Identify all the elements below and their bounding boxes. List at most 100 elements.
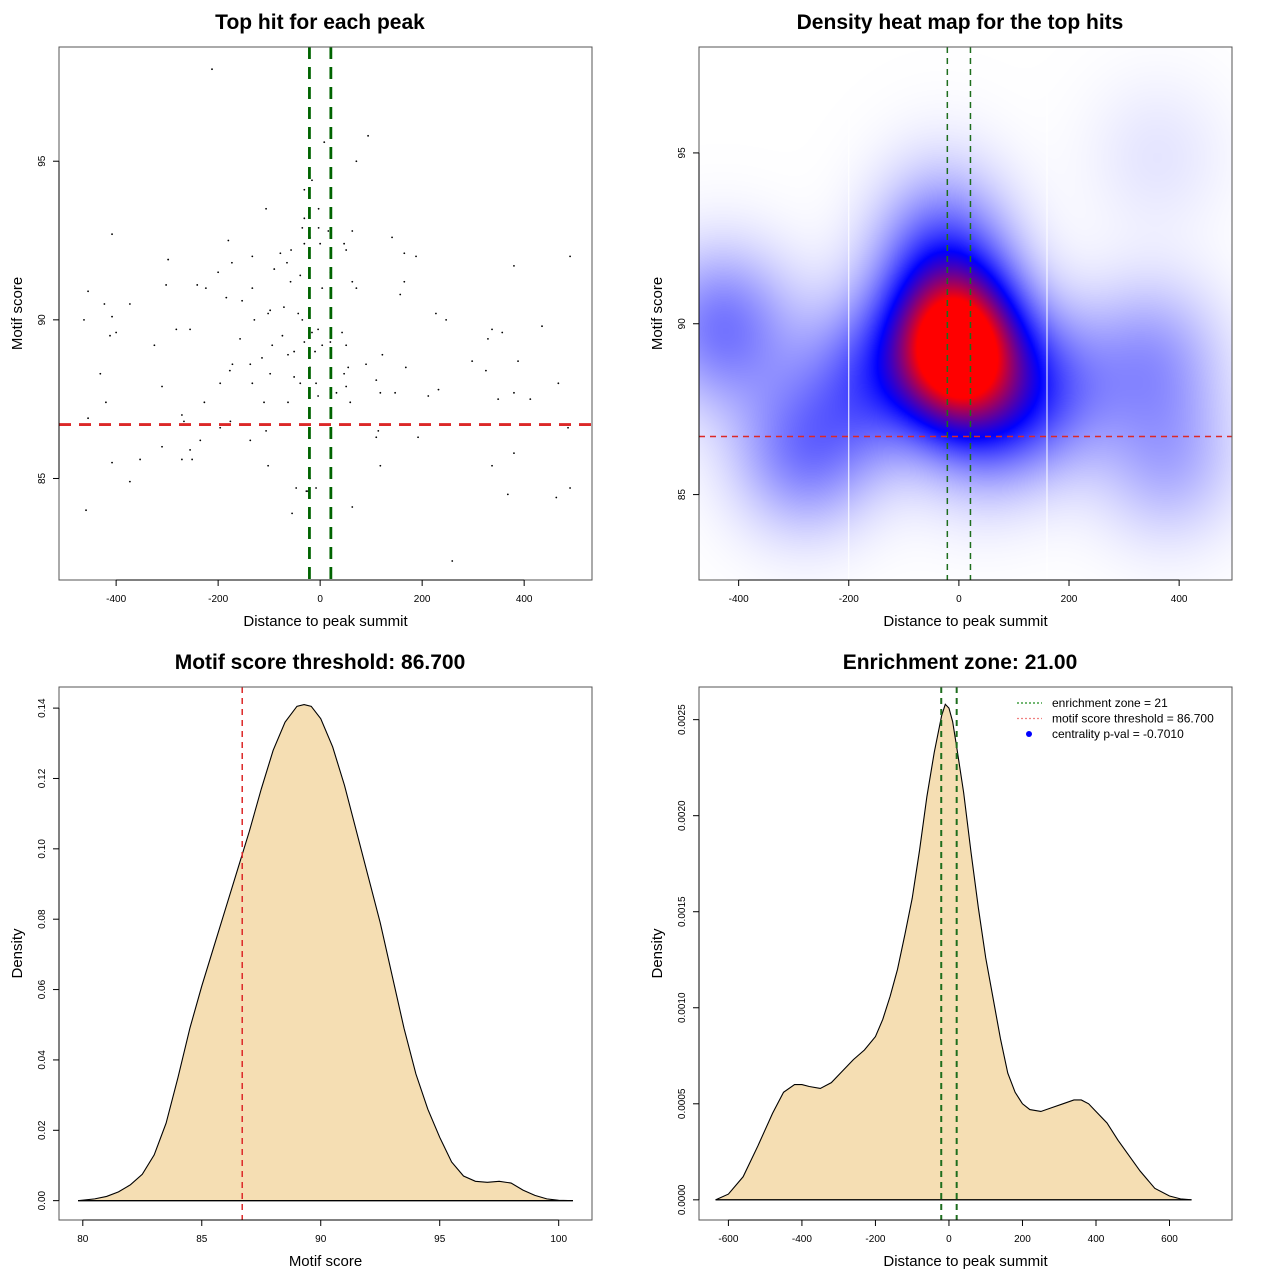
data-point — [399, 293, 402, 296]
chart-title: Top hit for each peak — [215, 11, 425, 34]
data-point — [111, 461, 113, 464]
data-point — [85, 509, 87, 512]
data-point — [204, 287, 207, 290]
data-point — [199, 439, 202, 442]
data-point — [391, 236, 393, 239]
plot-frame — [58, 46, 593, 581]
data-point — [335, 391, 338, 394]
data-point — [367, 134, 369, 137]
y-tick-label: 0.14 — [37, 698, 48, 718]
data-point — [351, 230, 354, 232]
y-tick-label: 0.02 — [37, 1120, 48, 1140]
data-point — [181, 458, 183, 461]
heatmap-canvas — [699, 47, 1232, 580]
data-point — [497, 398, 500, 401]
data-point — [317, 207, 320, 210]
chart-title: Motif score threshold: 86.700 — [174, 651, 466, 674]
heatmap-panel: Density heat map for the top hits -400 -2… — [640, 0, 1280, 640]
data-point — [517, 360, 519, 362]
data-point — [345, 249, 348, 251]
data-point — [251, 287, 254, 290]
data-point — [219, 382, 222, 385]
data-point — [491, 328, 493, 331]
x-tick-label: -200 — [208, 594, 228, 605]
data-point — [375, 436, 378, 439]
x-tick-label: -200 — [865, 1234, 885, 1245]
y-axis-label: Motif score — [649, 277, 666, 350]
x-tick-label: -200 — [839, 594, 859, 605]
legend-label: centrality p-val = -0.7010 — [1052, 727, 1184, 741]
data-point — [109, 334, 111, 337]
data-point — [394, 391, 397, 394]
scatter-panel: Top hit for each peak -400 -200 0 200 400 85 9… — [0, 0, 640, 640]
data-point — [231, 261, 233, 264]
y-tick-label: 90 — [677, 318, 688, 330]
y-tick-label: 0.06 — [37, 979, 48, 999]
data-point — [555, 496, 558, 499]
data-point — [471, 360, 474, 362]
data-point — [251, 255, 254, 258]
density-curve — [715, 703, 1192, 1201]
data-point — [83, 318, 85, 321]
data-point — [314, 350, 316, 353]
data-point — [351, 280, 354, 283]
y-tick-label: 0.10 — [37, 839, 48, 859]
data-point — [417, 436, 419, 439]
data-point — [183, 420, 185, 423]
x-tick-label: -600 — [718, 1234, 738, 1245]
x-tick-label: 200 — [414, 594, 431, 605]
data-point — [403, 252, 406, 255]
data-point — [87, 417, 89, 420]
y-tick-label: 0.0000 — [677, 1184, 688, 1215]
y-tick-label: 85 — [677, 489, 688, 501]
data-point — [349, 401, 352, 404]
data-point — [403, 280, 406, 283]
data-point — [415, 255, 417, 258]
legend-label: motif score threshold = 86.700 — [1052, 712, 1214, 726]
x-tick-label: -400 — [792, 1234, 812, 1245]
x-tick-label: -400 — [729, 594, 749, 605]
x-tick-label: 400 — [1171, 594, 1188, 605]
data-point — [435, 312, 437, 315]
data-point — [287, 353, 289, 356]
data-point — [365, 363, 367, 366]
x-tick-label: 100 — [550, 1234, 567, 1245]
data-point — [379, 391, 382, 394]
data-point — [111, 315, 113, 318]
data-point — [569, 487, 571, 489]
data-point — [228, 369, 231, 372]
data-point — [305, 490, 308, 493]
x-tick-label: 200 — [1061, 594, 1078, 605]
data-point — [217, 271, 220, 274]
y-tick-label: 0.08 — [37, 909, 48, 929]
x-tick-label: 90 — [315, 1234, 327, 1245]
data-point — [291, 512, 293, 515]
data-point — [105, 401, 107, 404]
data-point — [161, 385, 163, 388]
x-axis-label: Distance to peak summit — [243, 613, 408, 630]
data-point — [557, 382, 560, 385]
data-point — [287, 401, 289, 404]
data-point — [175, 328, 178, 331]
data-point — [315, 382, 317, 385]
data-point — [317, 395, 320, 397]
x-tick-label: 0 — [317, 594, 323, 605]
data-point — [404, 366, 407, 369]
data-point — [115, 331, 118, 334]
data-point — [239, 337, 241, 340]
data-point — [229, 420, 232, 423]
x-tick-label: 0 — [956, 594, 962, 605]
data-point — [249, 439, 252, 442]
data-point — [445, 318, 448, 321]
data-point — [301, 318, 304, 321]
y-tick-label: 0.0025 — [677, 704, 688, 735]
data-point — [301, 226, 304, 229]
data-point — [437, 388, 440, 391]
data-point — [261, 357, 263, 359]
data-point — [283, 306, 285, 309]
data-point — [297, 312, 300, 315]
x-tick-label: 200 — [1014, 1234, 1031, 1245]
data-point — [329, 341, 332, 343]
x-tick-label: 400 — [516, 594, 533, 605]
data-point — [161, 445, 163, 448]
